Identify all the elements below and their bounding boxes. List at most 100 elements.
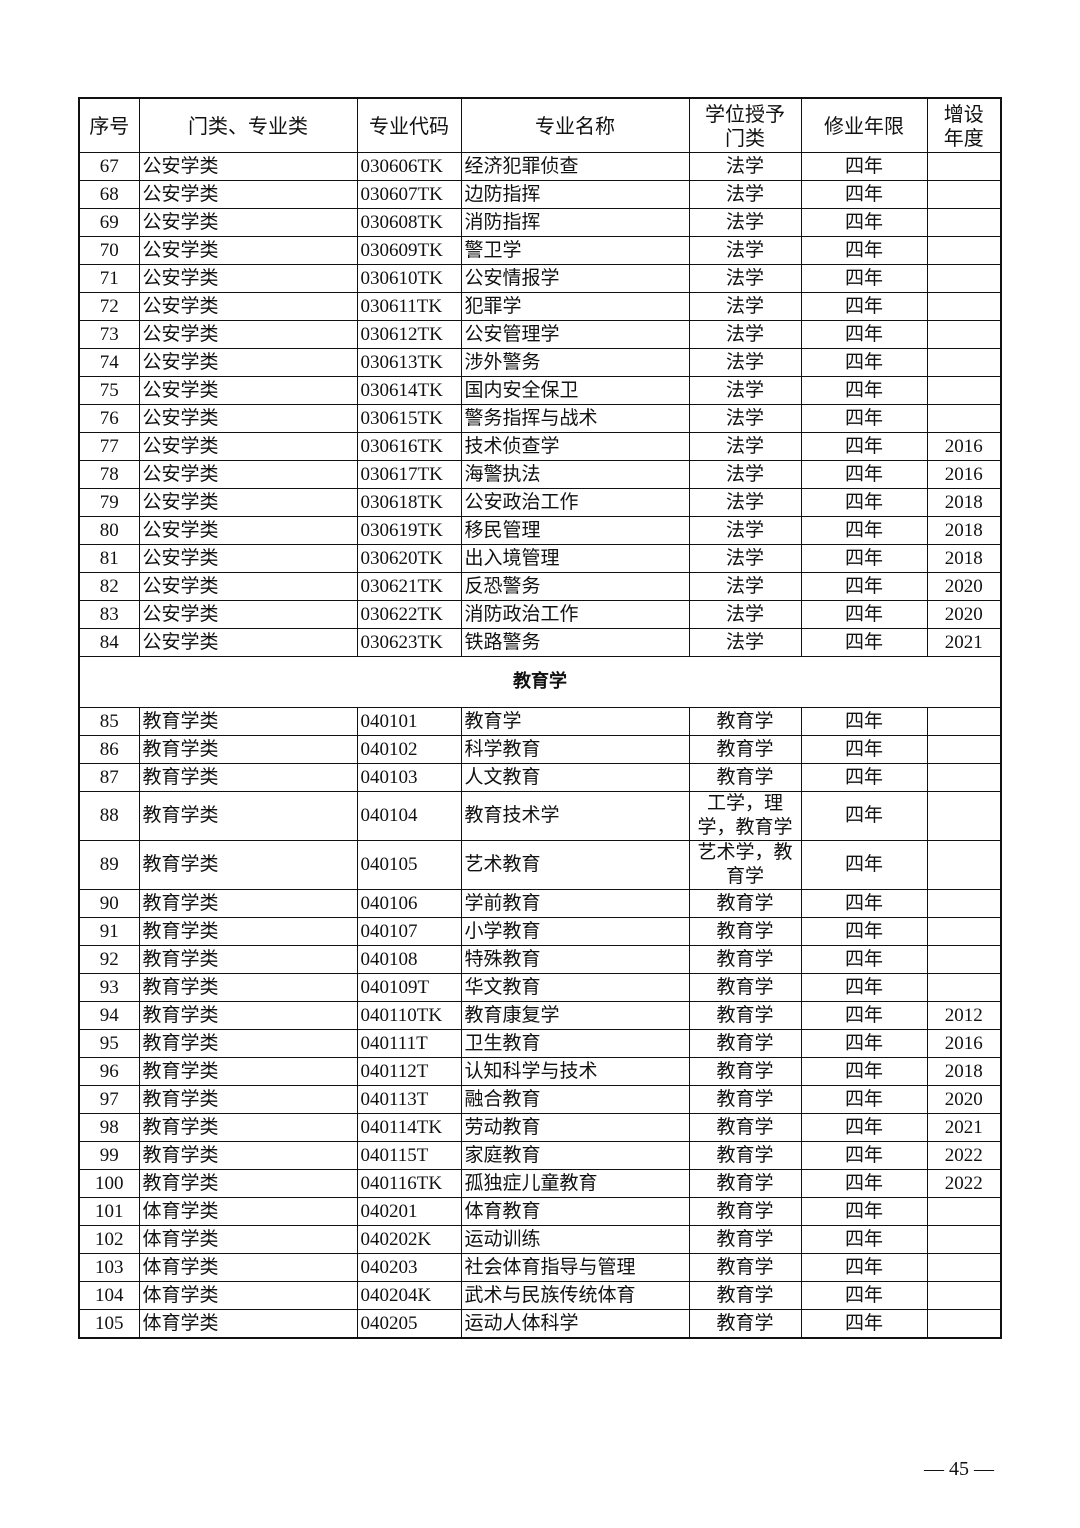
table-row: 99 教育学类 040115T 家庭教育 教育学 四年 2022: [78, 1141, 1002, 1170]
cell-code: 040113T: [356, 1085, 462, 1114]
cell-degree: 法学: [688, 264, 802, 293]
cell-degree: 法学: [688, 460, 802, 489]
cell-name: 警务指挥与战术: [460, 404, 690, 433]
cell-code: 040202K: [356, 1225, 462, 1254]
table-row: 96 教育学类 040112T 认知科学与技术 教育学 四年 2018: [78, 1057, 1002, 1086]
table-header-row: 序号 门类、专业类 专业代码 专业名称 学位授予门类 修业年限 增设年度: [78, 97, 1002, 153]
cell-code: 030613TK: [356, 348, 462, 377]
cell-year-added: 2021: [926, 1113, 1002, 1142]
cell-code: 040104: [356, 791, 462, 841]
table-row: 92 教育学类 040108 特殊教育 教育学 四年: [78, 945, 1002, 974]
header-index: 序号: [78, 97, 140, 153]
cell-degree: 法学: [688, 320, 802, 349]
cell-code: 030607TK: [356, 180, 462, 209]
cell-index: 89: [78, 840, 140, 890]
cell-duration: 四年: [800, 945, 928, 974]
header-duration: 修业年限: [800, 97, 928, 153]
cell-name: 消防政治工作: [460, 600, 690, 629]
cell-duration: 四年: [800, 840, 928, 890]
cell-index: 105: [78, 1309, 140, 1339]
table-row: 90 教育学类 040106 学前教育 教育学 四年: [78, 889, 1002, 918]
header-degree: 学位授予门类: [688, 97, 802, 153]
cell-code: 030619TK: [356, 516, 462, 545]
cell-name: 孤独症儿童教育: [460, 1169, 690, 1198]
cell-duration: 四年: [800, 1281, 928, 1310]
cell-index: 75: [78, 376, 140, 405]
cell-code: 030610TK: [356, 264, 462, 293]
cell-index: 73: [78, 320, 140, 349]
cell-category: 公安学类: [138, 488, 358, 517]
table-row: 85 教育学类 040101 教育学 教育学 四年: [78, 707, 1002, 736]
cell-degree: 法学: [688, 152, 802, 181]
cell-degree: 教育学: [688, 1113, 802, 1142]
cell-name: 运动人体科学: [460, 1309, 690, 1339]
cell-duration: 四年: [800, 917, 928, 946]
cell-code: 030608TK: [356, 208, 462, 237]
cell-name: 教育康复学: [460, 1001, 690, 1030]
cell-category: 教育学类: [138, 1029, 358, 1058]
cell-year-added: 2016: [926, 432, 1002, 461]
cell-code: 040201: [356, 1197, 462, 1226]
cell-code: 030614TK: [356, 376, 462, 405]
cell-year-added: [926, 840, 1002, 890]
table-row: 81 公安学类 030620TK 出入境管理 法学 四年 2018: [78, 544, 1002, 573]
cell-duration: 四年: [800, 600, 928, 629]
table-row: 80 公安学类 030619TK 移民管理 法学 四年 2018: [78, 516, 1002, 545]
cell-category: 公安学类: [138, 544, 358, 573]
cell-name: 科学教育: [460, 735, 690, 764]
cell-index: 104: [78, 1281, 140, 1310]
cell-degree: 法学: [688, 572, 802, 601]
header-code: 专业代码: [356, 97, 462, 153]
cell-name: 海警执法: [460, 460, 690, 489]
cell-year-added: [926, 889, 1002, 918]
cell-category: 公安学类: [138, 208, 358, 237]
cell-category: 公安学类: [138, 460, 358, 489]
cell-category: 体育学类: [138, 1281, 358, 1310]
cell-index: 87: [78, 763, 140, 792]
cell-index: 85: [78, 707, 140, 736]
cell-code: 040112T: [356, 1057, 462, 1086]
cell-degree: 法学: [688, 348, 802, 377]
table-row: 84 公安学类 030623TK 铁路警务 法学 四年 2021: [78, 628, 1002, 657]
cell-year-added: [926, 376, 1002, 405]
cell-category: 教育学类: [138, 1141, 358, 1170]
cell-degree: 教育学: [688, 1085, 802, 1114]
cell-code: 030623TK: [356, 628, 462, 657]
cell-category: 体育学类: [138, 1253, 358, 1282]
cell-year-added: [926, 791, 1002, 841]
cell-degree: 教育学: [688, 1001, 802, 1030]
cell-degree: 教育学: [688, 1197, 802, 1226]
cell-category: 公安学类: [138, 152, 358, 181]
cell-name: 经济犯罪侦查: [460, 152, 690, 181]
cell-category: 公安学类: [138, 572, 358, 601]
cell-year-added: [926, 707, 1002, 736]
cell-code: 040111T: [356, 1029, 462, 1058]
table-row: 82 公安学类 030621TK 反恐警务 法学 四年 2020: [78, 572, 1002, 601]
cell-year-added: 2012: [926, 1001, 1002, 1030]
cell-degree: 法学: [688, 488, 802, 517]
table-row: 105 体育学类 040205 运动人体科学 教育学 四年: [78, 1309, 1002, 1339]
cell-duration: 四年: [800, 460, 928, 489]
cell-degree: 法学: [688, 544, 802, 573]
cell-degree: 法学: [688, 292, 802, 321]
table-row: 86 教育学类 040102 科学教育 教育学 四年: [78, 735, 1002, 764]
cell-year-added: 2018: [926, 1057, 1002, 1086]
cell-degree: 艺术学，教育学: [688, 840, 802, 890]
cell-degree: 教育学: [688, 1029, 802, 1058]
cell-degree: 教育学: [688, 1169, 802, 1198]
cell-name: 警卫学: [460, 236, 690, 265]
cell-duration: 四年: [800, 1197, 928, 1226]
table-row: 100 教育学类 040116TK 孤独症儿童教育 教育学 四年 2022: [78, 1169, 1002, 1198]
cell-category: 公安学类: [138, 264, 358, 293]
cell-degree: 教育学: [688, 973, 802, 1002]
majors-table: 序号 门类、专业类 专业代码 专业名称 学位授予门类 修业年限 增设年度 67 公…: [78, 97, 1002, 1339]
cell-category: 教育学类: [138, 791, 358, 841]
section-title: 教育学: [78, 656, 1002, 708]
cell-year-added: [926, 735, 1002, 764]
cell-duration: 四年: [800, 1113, 928, 1142]
table-row: 98 教育学类 040114TK 劳动教育 教育学 四年 2021: [78, 1113, 1002, 1142]
cell-index: 69: [78, 208, 140, 237]
cell-name: 铁路警务: [460, 628, 690, 657]
cell-year-added: [926, 152, 1002, 181]
cell-duration: 四年: [800, 264, 928, 293]
